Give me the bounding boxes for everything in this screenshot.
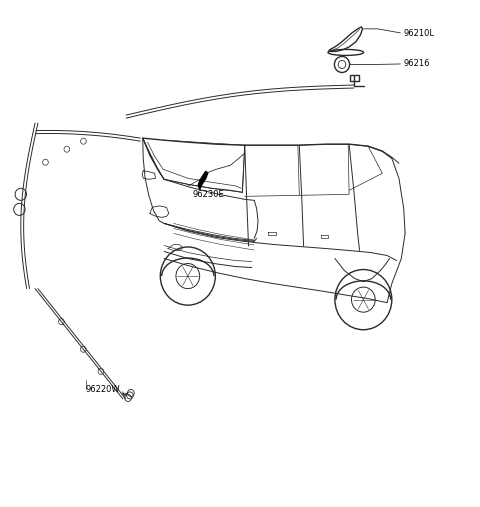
- Polygon shape: [198, 171, 208, 189]
- Text: 96220W: 96220W: [86, 385, 120, 394]
- Text: 96230E: 96230E: [192, 190, 224, 199]
- Text: 96210L: 96210L: [404, 29, 435, 39]
- Text: 96216: 96216: [404, 59, 430, 68]
